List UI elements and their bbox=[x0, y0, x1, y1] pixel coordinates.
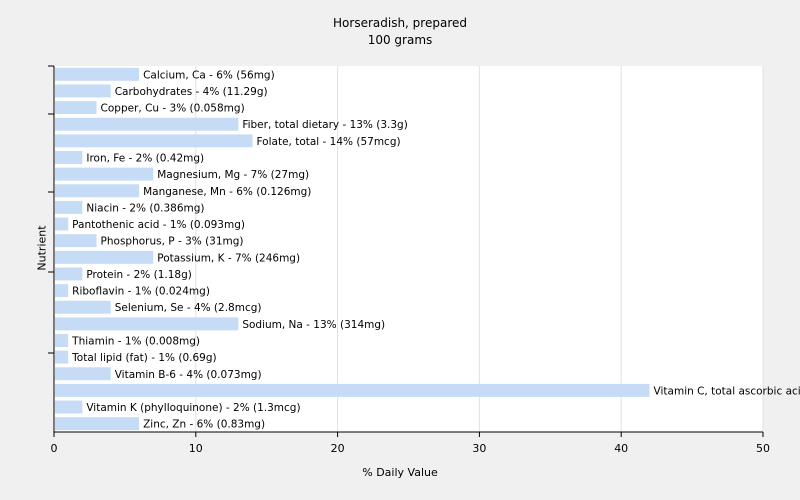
chart-subtitle: 100 grams bbox=[367, 33, 433, 47]
x-axis-label: % Daily Value bbox=[362, 466, 438, 479]
bar-label: Manganese, Mn - 6% (0.126mg) bbox=[143, 186, 311, 198]
bar-label: Zinc, Zn - 6% (0.83mg) bbox=[143, 419, 265, 431]
bar bbox=[55, 67, 140, 81]
bar bbox=[55, 234, 97, 248]
bar bbox=[55, 217, 69, 231]
bar bbox=[55, 134, 253, 148]
bar bbox=[55, 84, 111, 98]
bar-label: Vitamin K (phylloquinone) - 2% (1.3mcg) bbox=[86, 402, 300, 414]
bar-label: Riboflavin - 1% (0.024mg) bbox=[72, 286, 210, 298]
bar bbox=[55, 184, 140, 198]
bar bbox=[55, 200, 83, 214]
bar bbox=[55, 151, 83, 164]
bar-label: Sodium, Na - 13% (314mg) bbox=[242, 319, 385, 331]
bar bbox=[55, 300, 111, 314]
x-tick-label: 20 bbox=[331, 442, 345, 455]
bar-label: Vitamin C, total ascorbic acid - 42% (24… bbox=[654, 385, 800, 397]
x-tick-label: 10 bbox=[189, 442, 203, 455]
bar bbox=[55, 250, 154, 264]
bar-label: Potassium, K - 7% (246mg) bbox=[157, 252, 300, 264]
bar bbox=[55, 117, 239, 131]
bar bbox=[55, 267, 83, 281]
bar bbox=[55, 317, 239, 331]
x-tick-label: 40 bbox=[614, 442, 628, 455]
bar-label: Phosphorus, P - 3% (31mg) bbox=[101, 236, 244, 248]
bar bbox=[55, 367, 111, 381]
bar-label: Thiamin - 1% (0.008mg) bbox=[71, 336, 200, 348]
bar bbox=[55, 383, 650, 397]
bar-label: Magnesium, Mg - 7% (27mg) bbox=[157, 169, 309, 181]
bar-label: Iron, Fe - 2% (0.42mg) bbox=[86, 153, 204, 165]
bar bbox=[55, 167, 154, 181]
bar-label: Niacin - 2% (0.386mg) bbox=[86, 202, 204, 214]
bar bbox=[55, 400, 83, 414]
chart-title: Horseradish, prepared bbox=[333, 16, 467, 30]
bar bbox=[55, 334, 69, 347]
bar-label: Protein - 2% (1.18g) bbox=[86, 269, 192, 281]
x-tick-label: 50 bbox=[756, 442, 770, 455]
bar-label: Vitamin B-6 - 4% (0.073mg) bbox=[115, 369, 262, 381]
x-tick-label: 0 bbox=[51, 442, 58, 455]
bar-label: Selenium, Se - 4% (2.8mcg) bbox=[115, 302, 262, 314]
bar-label: Total lipid (fat) - 1% (0.69g) bbox=[71, 352, 216, 364]
x-tick-label: 30 bbox=[472, 442, 486, 455]
bar bbox=[55, 284, 69, 298]
bar-label: Folate, total - 14% (57mcg) bbox=[257, 136, 401, 148]
bar bbox=[55, 417, 140, 431]
bar-label: Copper, Cu - 3% (0.058mg) bbox=[101, 103, 245, 115]
bar bbox=[55, 350, 69, 364]
bar bbox=[55, 101, 97, 115]
bar-label: Fiber, total dietary - 13% (3.3g) bbox=[242, 119, 407, 131]
bar-label: Calcium, Ca - 6% (56mg) bbox=[143, 69, 275, 81]
bar-label: Carbohydrates - 4% (11.29g) bbox=[115, 86, 268, 98]
bar-label: Pantothenic acid - 1% (0.093mg) bbox=[72, 219, 245, 231]
